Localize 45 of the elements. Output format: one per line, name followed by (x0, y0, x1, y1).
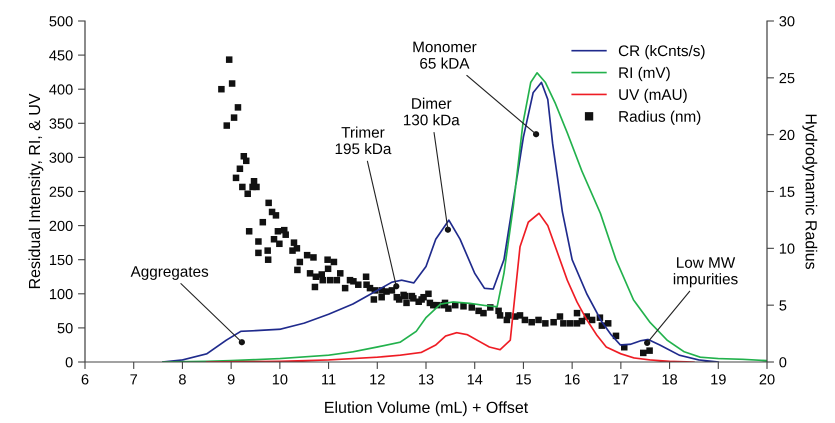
legend-label: RI (mV) (619, 66, 670, 82)
x-tick-label: 19 (711, 374, 726, 385)
x-tick-label: 9 (228, 374, 235, 385)
x-tick-label: 16 (565, 374, 580, 385)
x-tick-label: 7 (130, 374, 138, 384)
y2-tick-label: 0 (779, 357, 786, 368)
x-tick-label: 12 (370, 374, 385, 384)
annotation: Monomer 65 kDA (413, 42, 476, 69)
annotation: Aggregates (130, 266, 208, 280)
x-tick-label: 11 (322, 374, 336, 384)
y2-tick-label: 10 (780, 243, 794, 254)
y-tick-label: 200 (50, 220, 73, 232)
x-tick-label: 10 (272, 374, 288, 385)
x-tick-label: 18 (662, 374, 678, 385)
x-tick-label: 14 (468, 374, 482, 384)
annotation: Low MW impurities (674, 257, 738, 288)
y-tick-label: 300 (49, 152, 73, 163)
y-tick-label: 450 (49, 50, 73, 61)
annotation: Trimer 195 kDa (336, 126, 392, 154)
x-tick-label: 6 (82, 374, 88, 385)
annotation: Dimer 130 kDa (404, 98, 460, 126)
y-tick-label: 250 (50, 186, 73, 197)
x-tick-label: 13 (419, 374, 434, 385)
y2-tick-label: 20 (780, 130, 794, 140)
y2-tick-label: 15 (780, 186, 794, 197)
y2-tick-label: 30 (779, 16, 794, 26)
y-tick-label: 400 (49, 84, 73, 95)
y-tick-label: 350 (49, 118, 73, 129)
y-tick-label: 0 (66, 357, 73, 368)
legend-label: UV (mAU) (619, 88, 687, 103)
x-axis-title: Elution Volume (mL) + Offset (325, 401, 528, 416)
y2-tick-label: 25 (780, 72, 794, 84)
y-tick-label: 500 (49, 16, 73, 26)
x-tick-label: 15 (516, 374, 531, 385)
legend-label: CR (kCnts/s) (618, 44, 705, 60)
y-axis-title: Residual Intensity, RI, & UV (28, 94, 44, 288)
y2-tick-label: 5 (779, 300, 786, 311)
y-tick-label: 50 (58, 323, 73, 334)
x-tick-label: 8 (179, 374, 186, 385)
y2-axis-title: Hydrodynamic Radius (802, 114, 818, 270)
x-tick-label: 20 (760, 374, 775, 385)
y-tick-label: 100 (50, 288, 73, 300)
legend-label: Radius (nm) (619, 110, 700, 125)
x-tick-label: 17 (614, 374, 628, 384)
y-tick-label: 150 (50, 254, 73, 266)
